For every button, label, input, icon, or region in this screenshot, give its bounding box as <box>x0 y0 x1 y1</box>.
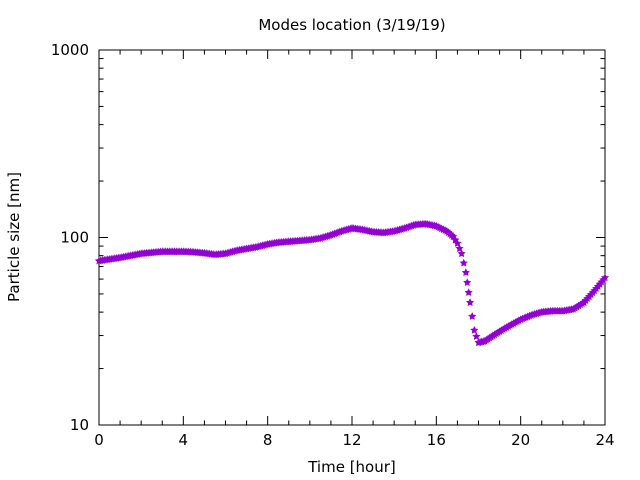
data-point <box>459 258 468 267</box>
data-point <box>461 268 470 277</box>
major-ticks <box>98 49 606 426</box>
data-point <box>463 278 472 287</box>
x-tick-label: 20 <box>511 431 530 449</box>
data-point <box>455 244 464 253</box>
x-tick-label: 0 <box>94 431 104 449</box>
data-point <box>464 288 473 296</box>
data-point <box>472 332 481 340</box>
x-tick-label: 8 <box>263 431 273 449</box>
y-tick-label: 1000 <box>51 41 89 59</box>
data-point <box>465 298 475 306</box>
x-tick-label: 12 <box>342 431 361 449</box>
x-tick-label: 4 <box>179 431 189 449</box>
plot-frame <box>98 49 606 426</box>
data-point <box>453 239 462 247</box>
y-axis-title: Particle size [nm] <box>5 172 23 302</box>
data-point <box>600 273 610 282</box>
chart-title: Modes location (3/19/19) <box>258 16 445 34</box>
x-tick-label: 16 <box>427 431 446 449</box>
data-points <box>94 219 610 347</box>
y-tick-label: 100 <box>60 229 89 247</box>
data-point <box>457 249 466 258</box>
minor-ticks <box>99 50 605 425</box>
data-point <box>468 312 477 320</box>
x-tick-label: 24 <box>595 431 614 449</box>
y-tick-label: 10 <box>70 416 89 434</box>
tick-labels: 0 4 8 12 16 20 24 10 100 1000 <box>51 41 615 449</box>
x-axis-title: Time [hour] <box>307 458 396 476</box>
data-point <box>470 325 479 334</box>
